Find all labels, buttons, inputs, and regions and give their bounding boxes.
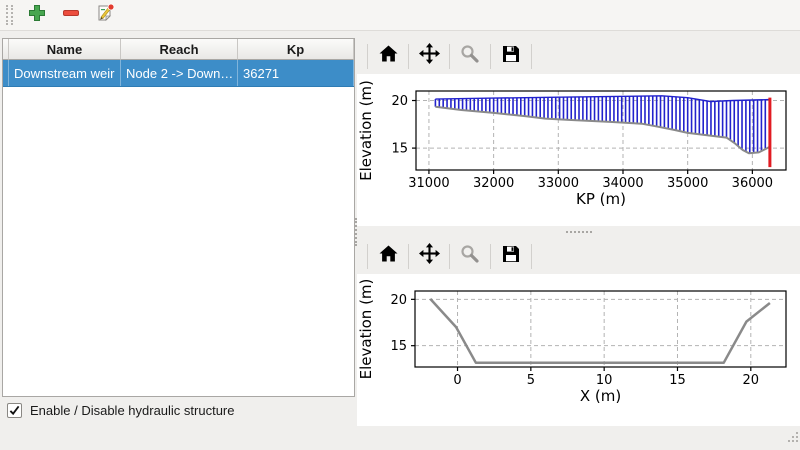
horizontal-splitter[interactable]	[357, 226, 800, 238]
cross-section-plot-toolbar	[357, 238, 800, 274]
x-tick-label: 35000	[667, 176, 708, 191]
y-tick-label: 15	[391, 142, 408, 157]
zoom-button	[456, 242, 484, 270]
x-tick-label: 31000	[408, 176, 449, 191]
home-icon	[378, 244, 399, 269]
x-tick-label: 10	[596, 373, 613, 388]
y-axis-label: Elevation (m)	[357, 279, 375, 380]
magnifier-icon	[460, 244, 480, 269]
bottom-profile	[435, 105, 771, 155]
add-structure-button[interactable]	[23, 2, 51, 28]
pan-button[interactable]	[415, 242, 443, 270]
splitter-dots	[355, 218, 357, 246]
minus-icon	[62, 4, 80, 27]
cell-reach[interactable]: Node 2 -> Down…	[121, 60, 238, 86]
y-tick-label: 20	[391, 94, 408, 109]
toolbar-separator	[490, 243, 491, 269]
x-tick-label: 34000	[602, 176, 643, 191]
x-tick-label: 20	[743, 373, 760, 388]
y-tick-label: 20	[390, 293, 407, 308]
y-axis-label: Elevation (m)	[357, 80, 375, 181]
cross-section-plot-canvas[interactable]: 0 5 10 15 20 15 20 X (m) Elevation (m)	[357, 274, 800, 426]
profile-plot-toolbar	[357, 38, 800, 74]
top-edge	[435, 95, 769, 103]
cell-name[interactable]: Downstream weir	[9, 60, 121, 86]
home-button[interactable]	[374, 42, 402, 70]
x-tick-label: 32000	[473, 176, 514, 191]
toolbar-drag-handle[interactable]	[6, 5, 13, 25]
toolbar-separator	[408, 243, 409, 269]
save-button[interactable]	[497, 242, 525, 270]
toolbar-separator	[367, 43, 368, 69]
table-header-row: Name Reach Kp	[3, 39, 354, 60]
x-tick-label: 15	[669, 373, 686, 388]
enable-structure-label[interactable]: Enable / Disable hydraulic structure	[30, 403, 235, 418]
x-tick-label: 0	[453, 373, 461, 388]
remove-structure-button[interactable]	[57, 2, 85, 28]
pan-move-icon	[418, 243, 440, 269]
plus-icon	[28, 4, 46, 27]
x-tick-label: 33000	[538, 176, 579, 191]
checkmark-icon	[9, 405, 20, 416]
pan-button[interactable]	[415, 42, 443, 70]
cross-section-figure: 0 5 10 15 20 15 20 X (m) Elevation (m)	[357, 279, 787, 405]
table-row[interactable]: Downstream weir Node 2 -> Down… 36271	[3, 60, 354, 87]
table-corner-cell	[3, 39, 9, 60]
column-header-name[interactable]: Name	[9, 39, 121, 60]
profile-plot-canvas[interactable]: 31000 32000 33000 34000 35000 36000 15 20 KP (m)…	[357, 74, 800, 226]
toolbar-separator	[531, 43, 532, 69]
axes-frame	[414, 290, 787, 368]
toolbar-separator	[490, 43, 491, 69]
zoom-button	[456, 42, 484, 70]
home-icon	[378, 44, 399, 69]
x-axis-label: X (m)	[580, 387, 621, 405]
edit-document-icon	[95, 3, 115, 28]
cross-section-line	[429, 298, 771, 365]
enable-structure-checkbox[interactable]	[7, 403, 22, 418]
column-header-kp[interactable]: Kp	[238, 39, 354, 60]
window-resize-grip[interactable]	[788, 440, 790, 442]
home-button[interactable]	[374, 242, 402, 270]
axes-frame	[415, 90, 787, 171]
main-toolbar	[0, 0, 800, 31]
edit-structure-button[interactable]	[91, 2, 119, 28]
toolbar-separator	[408, 43, 409, 69]
profile-figure: 31000 32000 33000 34000 35000 36000 15 20 KP (m)…	[357, 80, 787, 208]
enable-structure-row: Enable / Disable hydraulic structure	[7, 403, 235, 418]
save-floppy-icon	[501, 44, 521, 69]
vertical-splitter[interactable]	[355, 38, 358, 428]
pan-move-icon	[418, 43, 440, 69]
x-tick-label: 5	[527, 373, 535, 388]
toolbar-separator	[367, 243, 368, 269]
x-tick-label: 36000	[732, 176, 773, 191]
x-axis-label: KP (m)	[576, 190, 626, 208]
y-tick-label: 15	[390, 339, 407, 354]
save-button[interactable]	[497, 42, 525, 70]
splitter-dots	[565, 231, 592, 233]
row-header-cell[interactable]	[3, 60, 9, 86]
save-floppy-icon	[501, 244, 521, 269]
structures-table: Name Reach Kp Downstream weir Node 2 -> …	[2, 38, 355, 397]
cell-kp[interactable]: 36271	[238, 60, 354, 86]
toolbar-separator	[449, 43, 450, 69]
magnifier-icon	[460, 44, 480, 69]
plots-panel: 31000 32000 33000 34000 35000 36000 15 20 KP (m)…	[357, 38, 800, 428]
column-header-reach[interactable]: Reach	[121, 39, 238, 60]
toolbar-separator	[449, 243, 450, 269]
toolbar-separator	[531, 243, 532, 269]
